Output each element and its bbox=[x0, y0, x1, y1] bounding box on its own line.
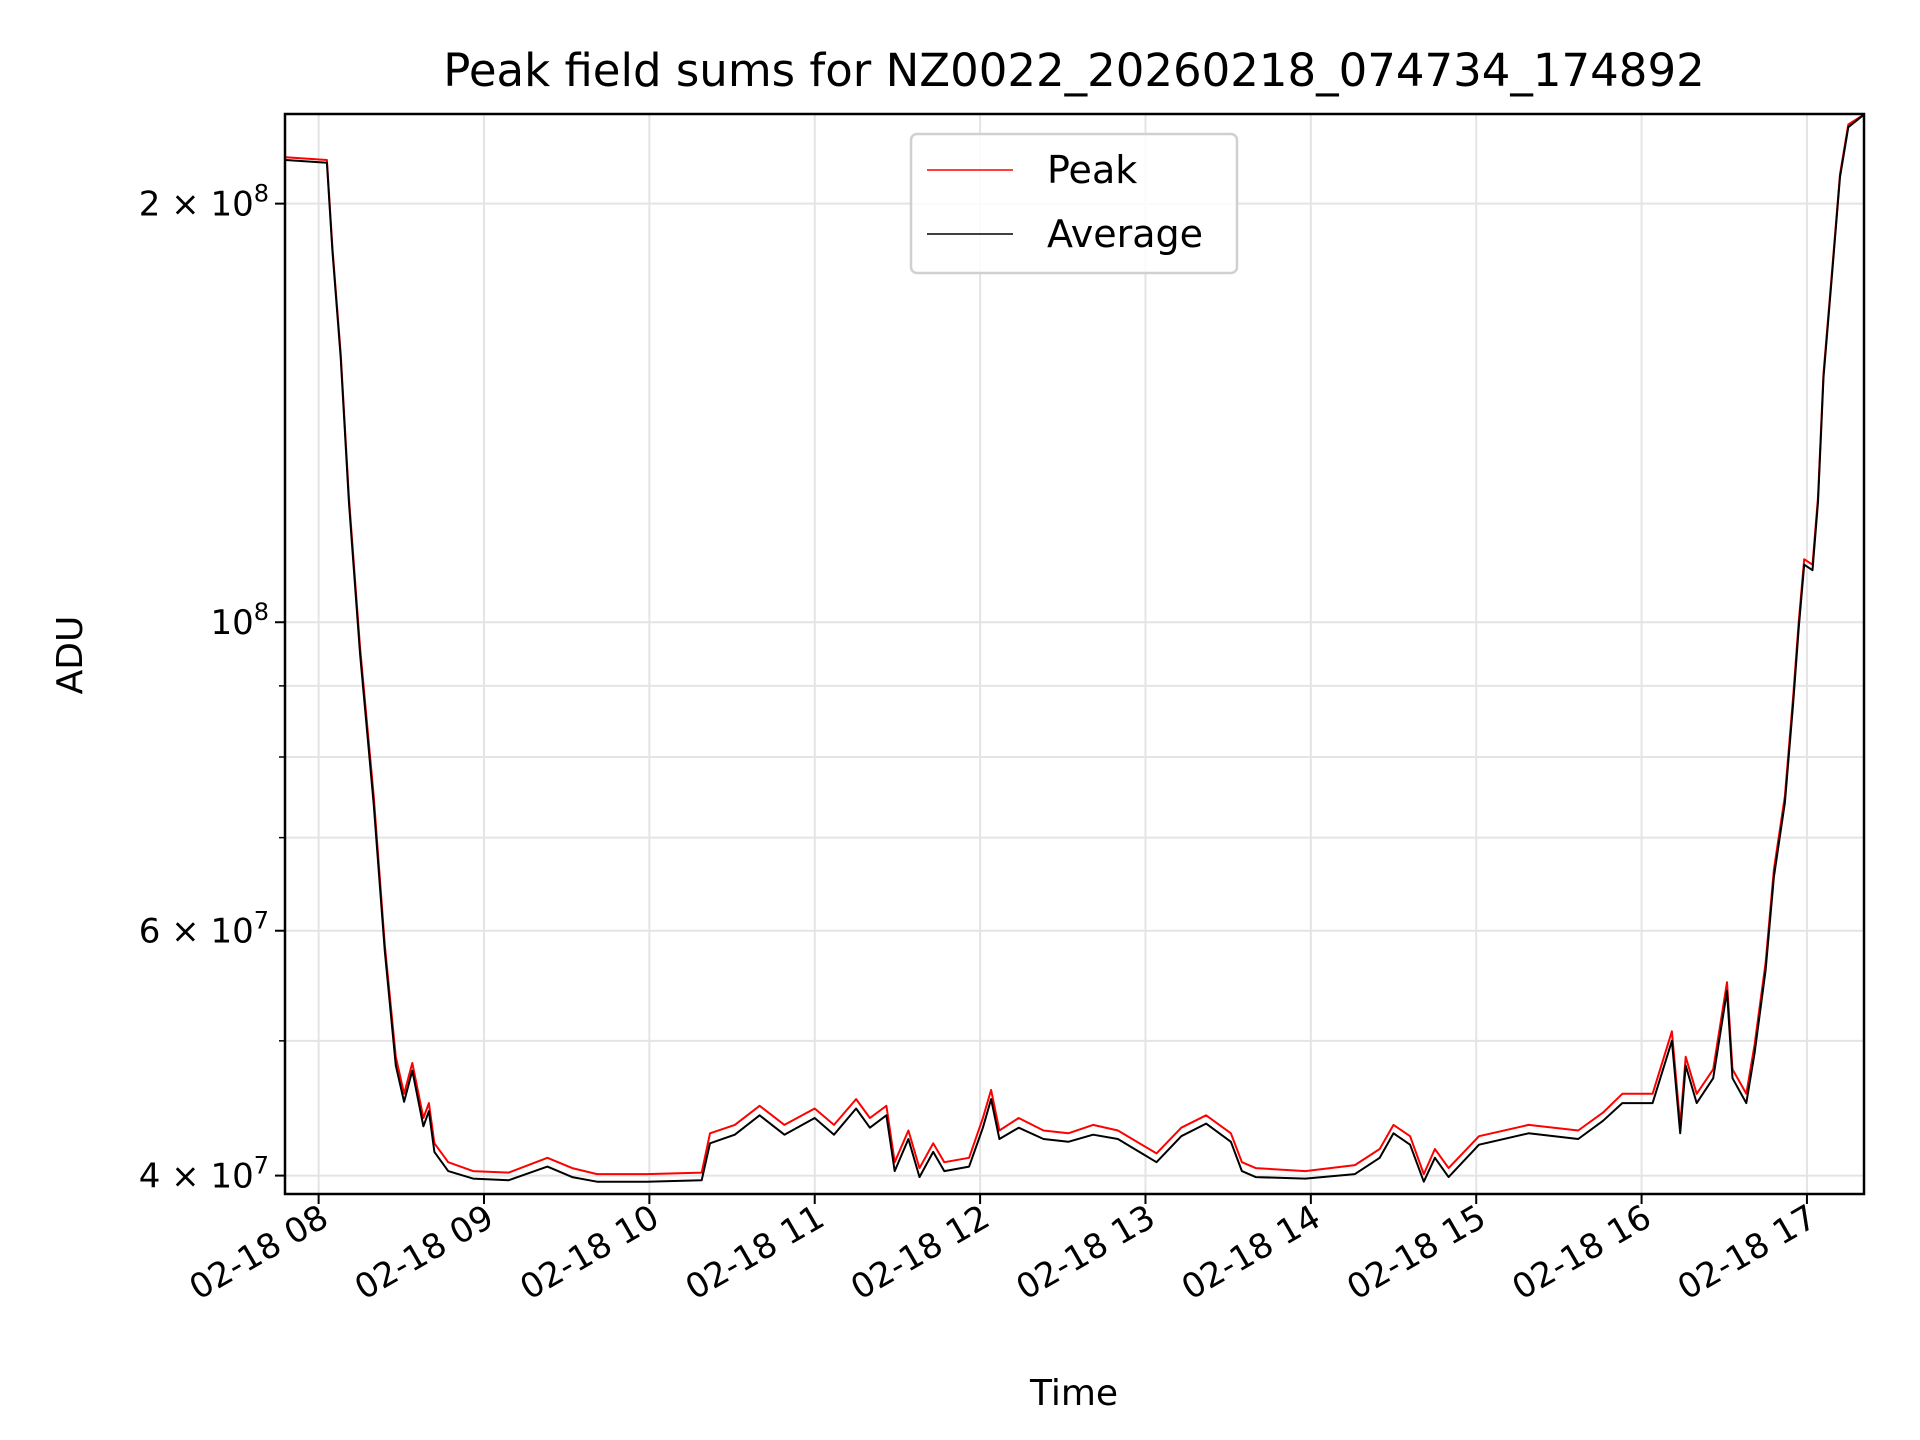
y-tick-label: 108 bbox=[210, 598, 269, 643]
series-line-average bbox=[285, 114, 1864, 1183]
y-tick-label-exponent: 8 bbox=[254, 180, 269, 208]
y-tick-label-base: 10 bbox=[210, 603, 253, 643]
x-axis-label: Time bbox=[1029, 1373, 1118, 1414]
y-tick-label-base: 6 × 10 bbox=[139, 912, 254, 952]
chart-title: Peak field sums for NZ0022_20260218_0747… bbox=[443, 44, 1704, 97]
legend-label-average: Average bbox=[1047, 212, 1203, 256]
legend-box bbox=[909, 132, 1239, 275]
series-line-peak bbox=[285, 114, 1864, 1176]
y-tick-label-base: 2 × 10 bbox=[139, 185, 254, 225]
y-axis-label: ADU bbox=[50, 616, 91, 695]
y-tick-label: 6 × 107 bbox=[139, 907, 269, 952]
y-tick-label: 2 × 108 bbox=[139, 180, 269, 225]
gridlines bbox=[285, 114, 1864, 1194]
legend-label-peak: Peak bbox=[1047, 148, 1137, 192]
legend: Peak Average bbox=[909, 132, 1239, 275]
y-tick-label-exponent: 7 bbox=[254, 1152, 269, 1180]
axes-frame bbox=[283, 112, 1866, 1196]
y-tick-label-base: 4 × 10 bbox=[139, 1157, 254, 1197]
series-lines bbox=[285, 114, 1864, 1183]
y-tick-label-exponent: 7 bbox=[254, 907, 269, 935]
y-tick-label: 4 × 107 bbox=[139, 1152, 269, 1197]
y-tick-label-exponent: 8 bbox=[254, 598, 269, 626]
